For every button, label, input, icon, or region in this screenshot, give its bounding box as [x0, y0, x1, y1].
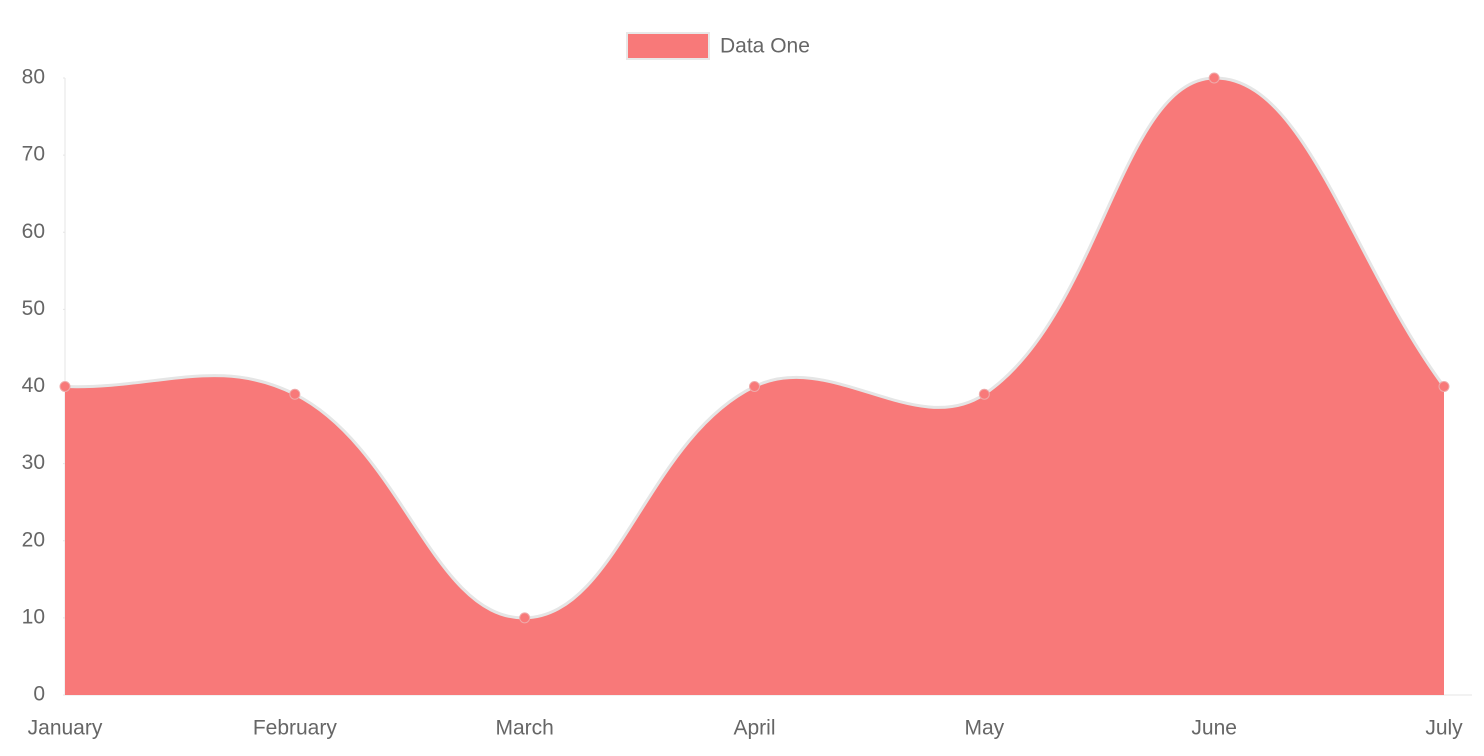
legend-swatch	[626, 32, 710, 60]
y-tick-label: 40	[22, 374, 45, 397]
point	[1438, 381, 1450, 392]
y-tick-label: 60	[22, 220, 45, 243]
y-tick-label: 70	[22, 143, 45, 166]
y-tick-label: 0	[33, 683, 45, 706]
y-tick-label: 10	[22, 605, 45, 628]
line	[64, 76, 1446, 620]
x-tick-label: January	[28, 717, 103, 740]
x-tick-label: May	[964, 717, 1004, 740]
x-tick-label: July	[1425, 717, 1463, 740]
y-tick-label: 50	[22, 297, 45, 320]
legend-label: Data One	[720, 35, 810, 58]
y-tick-label: 30	[22, 451, 45, 474]
point	[978, 388, 990, 400]
point	[519, 612, 531, 624]
point	[59, 381, 71, 392]
point	[289, 388, 301, 400]
x-tick-label: April	[733, 717, 775, 740]
x-tick-label: March	[495, 717, 553, 740]
area	[65, 77, 1444, 695]
x-tick-label: February	[253, 717, 338, 740]
y-tick-label: 80	[22, 66, 45, 89]
point	[749, 381, 760, 392]
y-tick-label: 20	[22, 528, 45, 551]
x-tick-label: June	[1191, 717, 1237, 740]
point	[1208, 72, 1220, 84]
